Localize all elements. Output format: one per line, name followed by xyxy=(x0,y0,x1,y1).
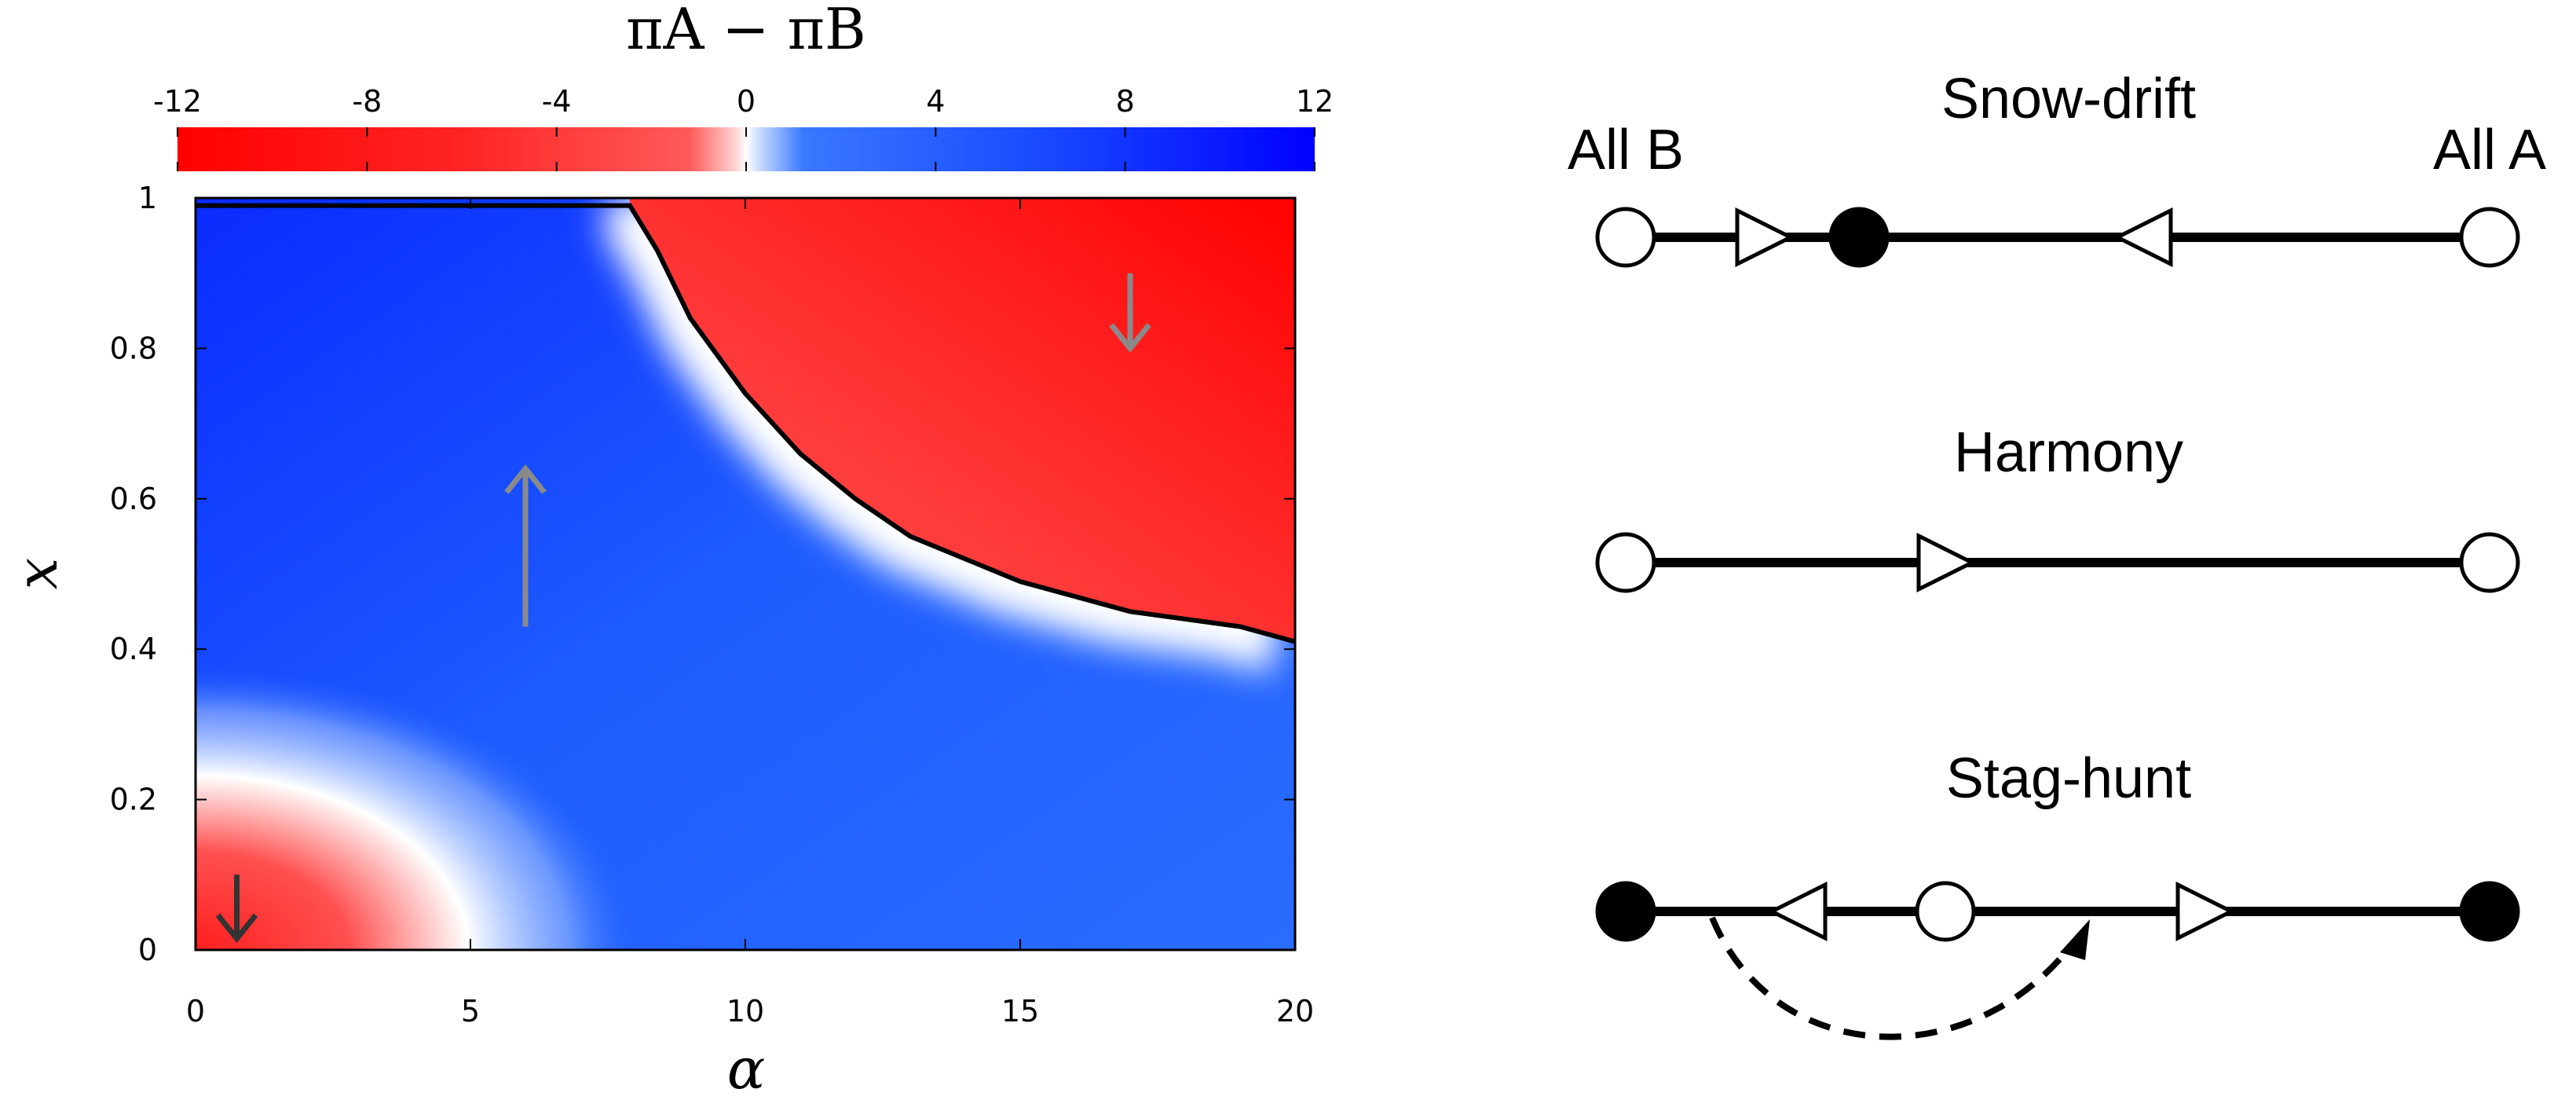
x-tick-label: 15 xyxy=(1001,994,1039,1028)
unstable-fixed-point xyxy=(1915,881,1976,942)
stable-fixed-point xyxy=(1595,881,1656,942)
y-tick-label: 0.2 xyxy=(110,783,157,817)
endpoint-left-label: All B xyxy=(1568,119,1684,182)
unstable-fixed-point xyxy=(1595,207,1656,268)
heatmap-plot: 0 5 10 15 20 0 0.2 0.4 0.6 0.8 1 α x xyxy=(4,181,1314,1100)
colorbar-tick-label: 4 xyxy=(926,84,945,119)
colorbar-ticks: -12 -8 -4 0 4 8 12 xyxy=(153,84,1334,171)
x-axis-label: α xyxy=(727,1036,766,1100)
direction-arrow-right xyxy=(1916,532,1977,593)
unstable-fixed-point xyxy=(2459,532,2520,593)
unstable-fixed-point xyxy=(2459,207,2520,268)
colorbar-tick-label: -8 xyxy=(352,84,382,119)
y-tick-label: 0.6 xyxy=(110,482,157,516)
flow-arrow-head xyxy=(215,913,258,944)
colorbar-tick-label: 12 xyxy=(1296,84,1334,119)
y-tick-label: 0.8 xyxy=(110,331,157,365)
colorbar-title: πA − πB xyxy=(626,0,866,62)
y-tick-label: 0.4 xyxy=(110,632,157,666)
x-tick-label: 20 xyxy=(1276,994,1314,1028)
stable-fixed-point xyxy=(1828,207,1890,268)
stable-fixed-point xyxy=(2459,881,2520,942)
direction-arrow-left xyxy=(1767,881,1828,942)
direction-arrow-left xyxy=(2113,207,2173,268)
colorbar-tick-label: 8 xyxy=(1116,84,1135,119)
game-harmony: Harmony xyxy=(1595,421,2520,593)
game-title: Snow-drift xyxy=(1941,68,2196,130)
y-axis-ticks: 0 0.2 0.4 0.6 0.8 1 xyxy=(110,181,1295,967)
direction-arrow-right xyxy=(1735,207,1795,268)
y-axis-label: x xyxy=(4,558,70,590)
unstable-fixed-point xyxy=(1595,532,1656,593)
boundary-curve xyxy=(196,203,1295,644)
colorbar-tick-label: -4 xyxy=(542,84,572,119)
negative-corner-region xyxy=(196,668,635,950)
x-axis-ticks: 0 5 10 15 20 xyxy=(186,198,1314,1028)
game-stag-hunt: Stag-hunt xyxy=(1595,747,2520,1040)
flow-arrows xyxy=(215,273,1151,944)
colorbar-tick-label: 0 xyxy=(737,84,756,119)
direction-arrow-right xyxy=(2175,881,2236,942)
endpoint-right-label: All A xyxy=(2433,119,2546,182)
x-tick-label: 5 xyxy=(461,994,480,1028)
x-tick-label: 0 xyxy=(186,994,205,1028)
game-snow-drift: Snow-drift xyxy=(1595,68,2520,268)
dashed-jump-path xyxy=(1709,916,2079,1040)
game-title: Harmony xyxy=(1954,421,2183,484)
game-title: Stag-hunt xyxy=(1946,747,2191,810)
game-diagrams: All B All A Snow-drift Harmony Stag-hunt xyxy=(1568,68,2546,1040)
colorbar-tick-label: -12 xyxy=(153,84,202,119)
flow-arrow-head xyxy=(1109,323,1151,354)
flow-arrow-head xyxy=(504,464,547,494)
dashed-jump-arrowhead xyxy=(2060,919,2090,960)
y-tick-label: 0 xyxy=(138,933,157,967)
y-tick-label: 1 xyxy=(138,181,157,215)
x-tick-label: 10 xyxy=(726,994,764,1028)
colorbar: πA − πB -12 -8 -4 0 4 8 12 xyxy=(153,0,1334,171)
